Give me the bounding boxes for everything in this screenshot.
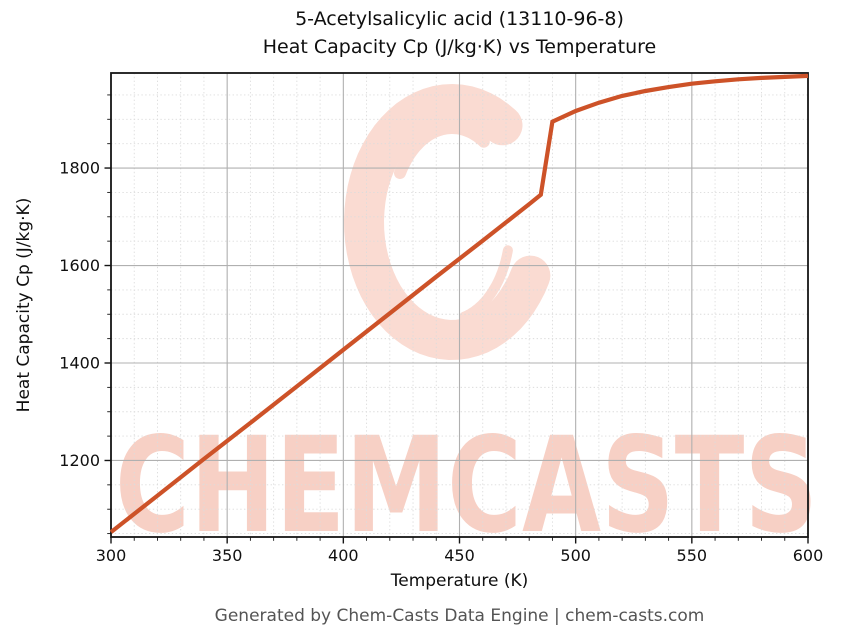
- watermark-text: CHEMCASTS: [115, 409, 818, 563]
- x-tick-label: 400: [328, 546, 359, 565]
- x-tick-label: 550: [677, 546, 708, 565]
- x-tick-label: 300: [96, 546, 127, 565]
- y-tick-label: 1600: [59, 256, 100, 275]
- chart-title: 5-Acetylsalicylic acid (13110-96-8) Heat…: [111, 6, 808, 61]
- chart-title-line2: Heat Capacity Cp (J/kg·K) vs Temperature: [262, 35, 657, 58]
- y-axis-label: Heat Capacity Cp (J/kg·K): [14, 197, 34, 413]
- x-tick-label: 600: [793, 546, 824, 565]
- x-axis-label: Temperature (K): [390, 571, 529, 591]
- x-tick-label: 500: [560, 546, 591, 565]
- chemcasts-logo-watermark: [394, 122, 490, 179]
- y-tick-label: 1400: [59, 354, 100, 373]
- x-tick-label: 350: [212, 546, 243, 565]
- x-tick-label: 450: [444, 546, 475, 565]
- cp-data-line: [109, 73, 809, 534]
- chart-title-line1: 5-Acetylsalicylic acid (13110-96-8): [295, 8, 624, 30]
- footer-credit: Generated by Chem-Casts Data Engine | ch…: [214, 606, 705, 626]
- chemcasts-logo-watermark: [343, 83, 551, 361]
- y-tick-label: 1800: [59, 159, 100, 178]
- y-tick-label: 1200: [59, 451, 100, 470]
